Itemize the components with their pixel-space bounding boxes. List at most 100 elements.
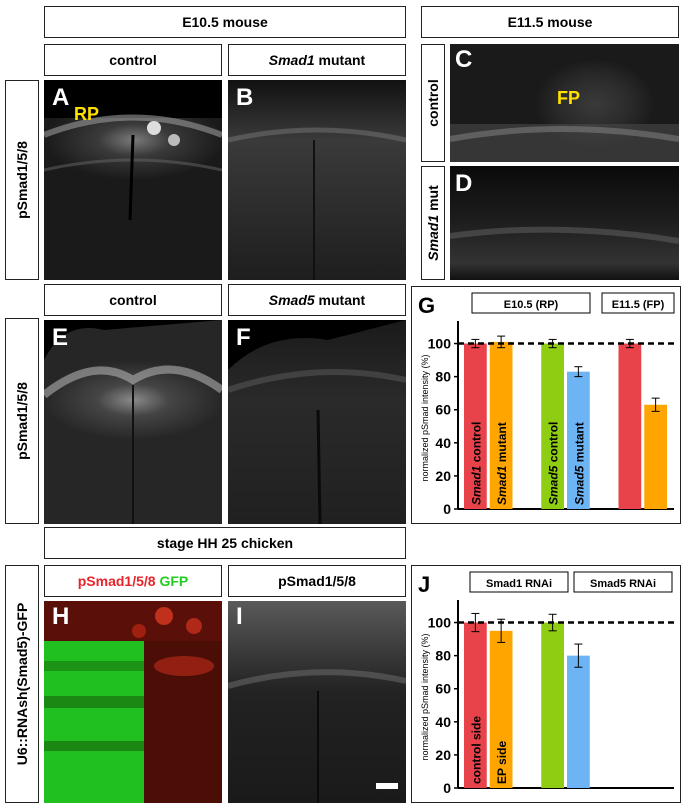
panel-label-e: E [52, 324, 69, 351]
chart-g-bar [489, 341, 513, 509]
side-label-row1-text: pSmad1/5/8 [14, 141, 30, 219]
panel-label-j: J [418, 572, 430, 597]
chart-g-group-label: E10.5 (RP) [504, 299, 559, 311]
micrograph-f [228, 320, 406, 524]
side-label-d: Smad1 mut [421, 166, 445, 280]
side-label-row2-text: pSmad1/5/8 [14, 382, 30, 460]
micrograph-d [450, 166, 679, 280]
panel-label-c: C [455, 46, 473, 73]
chart-j-ytick-label: 60 [435, 681, 451, 697]
chart-j-ytick-label: 100 [428, 615, 452, 631]
side-label-d-suffix: mut [425, 185, 441, 215]
micrograph-f-texture [228, 320, 406, 524]
header-control-top-text: control [109, 52, 157, 68]
header-smad5-mutant: Smad5 mutant [228, 284, 406, 316]
chart-j-bar-label: EP side [495, 741, 509, 784]
chart-g-bar-label: Smad1 mutant [495, 422, 509, 505]
header-control-mid: control [44, 284, 222, 316]
chart-g-bar [541, 343, 564, 509]
header-e105-text: E10.5 mouse [182, 14, 268, 30]
side-label-row2: pSmad1/5/8 [5, 318, 39, 524]
micrograph-a [44, 80, 222, 280]
side-label-c-text: control [425, 79, 441, 127]
panel-label-h: H [52, 603, 70, 630]
smad1-mutant-suffix: mutant [314, 52, 366, 68]
chart-j-bar [464, 622, 487, 788]
header-e105: E10.5 mouse [44, 6, 406, 38]
panel-label-i: I [236, 603, 243, 630]
header-ps-right-text: pSmad1/5/8 [278, 573, 356, 589]
chart-g-ylabel: normalized pSmad intensity (%) [420, 354, 430, 481]
side-label-row1: pSmad1/5/8 [5, 80, 39, 280]
panel-label-a: A [52, 84, 70, 111]
chart-j-bar-label: control side [469, 716, 483, 784]
chart-g-ytick-label: 0 [443, 501, 451, 517]
header-stage-chick-text: stage HH 25 chicken [156, 535, 294, 551]
side-label-c: control [421, 44, 445, 162]
chart-g-bar [618, 343, 642, 509]
chart-g-ytick-label: 40 [435, 435, 451, 451]
header-control-mid-text: control [109, 292, 157, 308]
annotation-fp: FP [557, 88, 581, 108]
smad5-mutant-suffix: mutant [314, 292, 366, 308]
annotation-rp: RP [74, 104, 100, 124]
micrograph-c [450, 44, 679, 162]
micrograph-h-texture [44, 601, 222, 803]
chart-j-group-box [469, 571, 569, 593]
side-label-d-text: Smad1 mut [425, 185, 441, 260]
header-smad1-mutant: Smad1 mutant [228, 44, 406, 76]
chart-j-group-label: Smad1 RNAi [486, 578, 552, 590]
micrograph-b-texture [228, 127, 406, 280]
header-ps-green: pSmad1/5/8 GFP [44, 565, 222, 597]
chart-g-bar [644, 404, 667, 509]
micrograph-i-texture [228, 669, 406, 803]
micrograph-e-texture [44, 320, 222, 524]
chart-j-group-label: Smad5 RNAi [590, 578, 656, 590]
header-control-top: control [44, 44, 222, 76]
chart-g-group-box [601, 292, 675, 314]
chart-g-ytick-label: 100 [428, 336, 452, 352]
panel-label-f: F [236, 324, 251, 351]
chart-g-bar-label: Smad1 control [469, 422, 483, 505]
chart-g-ytick-label: 20 [435, 468, 451, 484]
side-label-row3-text: U6::RNAsh(Smad5)-GFP [14, 602, 30, 766]
chart-g-bar [567, 371, 590, 509]
side-label-d-gene: Smad1 [425, 214, 441, 261]
chart-j-group-box [573, 571, 673, 593]
micrograph-d-texture [450, 226, 679, 244]
chart-j-ytick-label: 0 [443, 780, 451, 796]
smad1-gene-name: Smad1 [268, 52, 315, 68]
micrograph-b [228, 80, 406, 280]
chart-g-bar [464, 343, 487, 509]
chart-g-bar-label: Smad5 control [547, 422, 561, 505]
chart-g-bar-label: Smad5 mutant [572, 422, 586, 505]
header-stage-chick: stage HH 25 chicken [44, 527, 406, 559]
micrograph-e [44, 320, 222, 524]
header-e115: E11.5 mouse [421, 6, 679, 38]
chart-j-ytick-label: 20 [435, 747, 451, 763]
micrograph-c-texture [450, 124, 679, 162]
header-ps-red-text: pSmad1/5/8 [77, 573, 156, 589]
chart-g-ytick-label: 60 [435, 402, 451, 418]
micrograph-i [228, 601, 406, 803]
scale-bar [376, 783, 398, 789]
chart-j-bar [489, 630, 513, 788]
chart-j-bar [567, 655, 590, 788]
header-e115-text: E11.5 mouse [507, 14, 593, 30]
header-gfp-text: GFP [155, 573, 189, 589]
panel-label-b: B [236, 84, 254, 111]
chart-j-ytick-label: 80 [435, 648, 451, 664]
panel-label-g: G [418, 293, 435, 318]
chart-g-ytick-label: 80 [435, 369, 451, 385]
micrograph-a-texture [44, 80, 222, 221]
chart-j-ylabel: normalized pSmad intensity (%) [420, 633, 430, 760]
smad5-gene-name: Smad5 [268, 292, 315, 308]
chart-j-bar [541, 622, 564, 788]
micrograph-h [44, 601, 222, 803]
chart-g-group-box [471, 292, 591, 314]
chart-g-group-label: E11.5 (FP) [612, 299, 665, 311]
